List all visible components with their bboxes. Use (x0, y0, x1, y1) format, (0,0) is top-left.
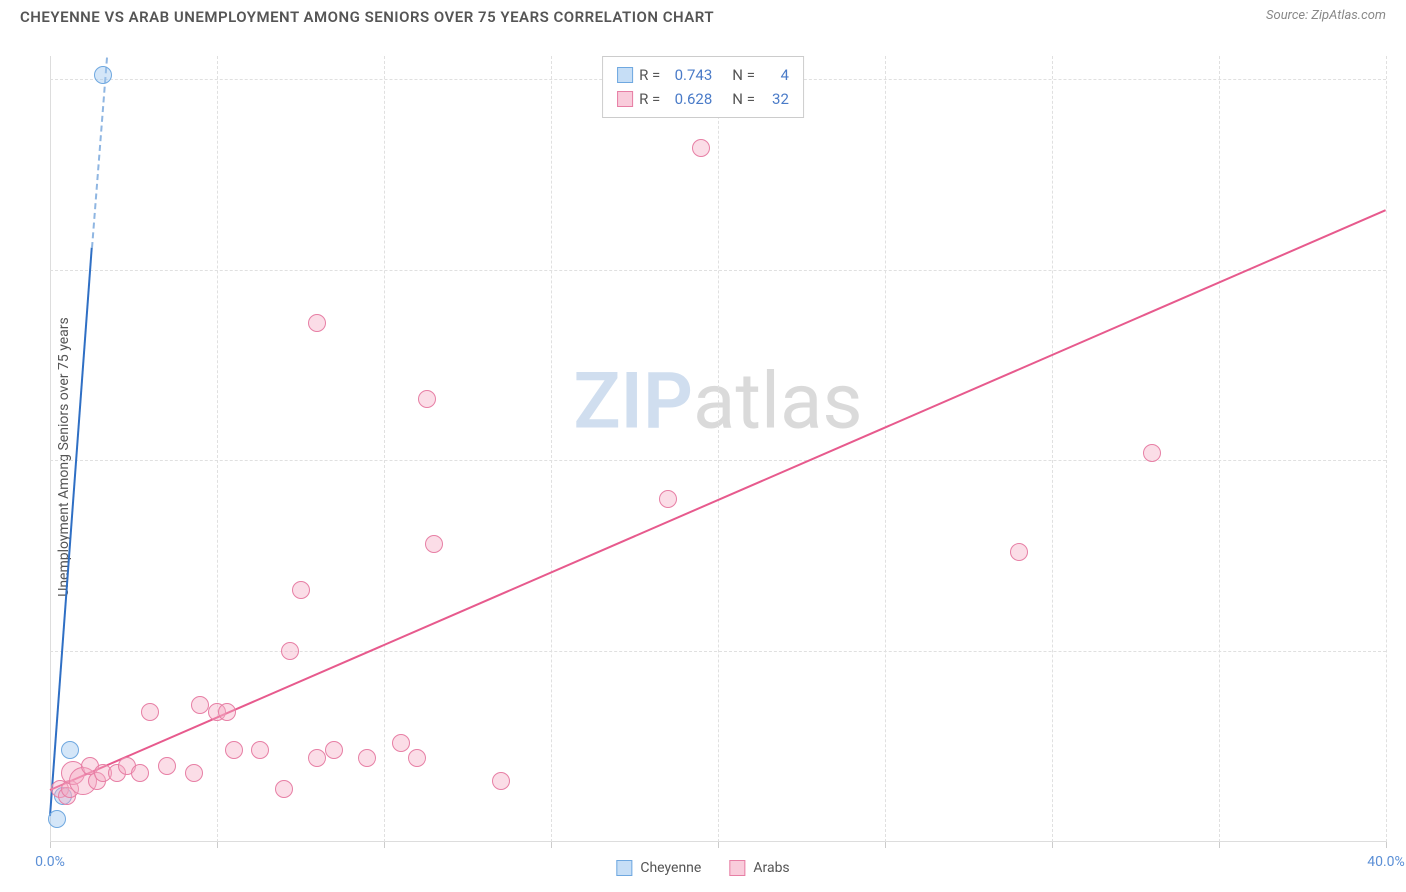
legend-swatch (617, 67, 633, 83)
x-tick-mark (1219, 842, 1220, 848)
gridline-v (1386, 56, 1387, 842)
scatter-point-arabs (425, 535, 443, 553)
scatter-point-cheyenne (61, 741, 79, 759)
chart-title: CHEYENNE VS ARAB UNEMPLOYMENT AMONG SENI… (20, 8, 714, 26)
watermark-zip: ZIP (573, 356, 693, 447)
stat-n-value: 4 (761, 63, 789, 87)
gridline-v (384, 56, 385, 842)
scatter-point-arabs (131, 764, 149, 782)
x-tick-mark (1386, 842, 1387, 848)
chart-header: CHEYENNE VS ARAB UNEMPLOYMENT AMONG SENI… (0, 0, 1406, 26)
legend-swatch (729, 860, 745, 876)
scatter-point-arabs (692, 139, 710, 157)
x-tick-mark (50, 842, 51, 848)
scatter-point-arabs (1143, 444, 1161, 462)
trend-line (49, 248, 93, 817)
scatter-point-arabs (158, 757, 176, 775)
scatter-point-arabs (292, 581, 310, 599)
scatter-point-arabs (659, 490, 677, 508)
y-axis-line (50, 56, 51, 842)
scatter-point-arabs (308, 314, 326, 332)
x-tick-mark (885, 842, 886, 848)
stat-r-value: 0.743 (666, 63, 712, 87)
stats-legend: R = 0.743 N = 4 R = 0.628 N = 32 (602, 56, 804, 118)
gridline-v (1219, 56, 1220, 842)
gridline-v (551, 56, 552, 842)
scatter-point-arabs (251, 741, 269, 759)
x-tick-mark (718, 842, 719, 848)
stat-n-value: 32 (761, 87, 789, 111)
scatter-point-arabs (325, 741, 343, 759)
gridline-v (217, 56, 218, 842)
x-tick-mark (1052, 842, 1053, 848)
x-tick-mark (551, 842, 552, 848)
series-legend-item: Cheyenne (616, 860, 701, 876)
chart-source: Source: ZipAtlas.com (1266, 8, 1386, 23)
scatter-point-arabs (308, 749, 326, 767)
scatter-point-arabs (358, 749, 376, 767)
x-tick-mark (217, 842, 218, 848)
legend-swatch (616, 860, 632, 876)
chart-area: Unemployment Among Seniors over 75 years… (50, 56, 1386, 842)
stat-n-label: N = (732, 87, 755, 111)
x-tick-label: 0.0% (35, 854, 65, 870)
scatter-point-arabs (492, 772, 510, 790)
scatter-point-arabs (191, 696, 209, 714)
scatter-point-arabs (392, 734, 410, 752)
scatter-point-arabs (1010, 543, 1028, 561)
stat-r-label: R = (639, 87, 660, 111)
scatter-point-arabs (408, 749, 426, 767)
scatter-point-arabs (225, 741, 243, 759)
stat-r-value: 0.628 (666, 87, 712, 111)
scatter-point-arabs (218, 703, 236, 721)
stats-legend-row: R = 0.628 N = 32 (617, 87, 789, 111)
stat-r-label: R = (639, 63, 660, 87)
scatter-point-arabs (281, 642, 299, 660)
gridline-v (718, 56, 719, 842)
x-tick-label: 40.0% (1367, 854, 1405, 870)
trend-line-extrapolated (91, 57, 108, 248)
scatter-point-cheyenne (94, 66, 112, 84)
legend-swatch (617, 91, 633, 107)
stat-n-label: N = (732, 63, 755, 87)
x-tick-mark (384, 842, 385, 848)
scatter-point-cheyenne (48, 810, 66, 828)
scatter-point-arabs (275, 780, 293, 798)
scatter-point-arabs (185, 764, 203, 782)
gridline-v (1052, 56, 1053, 842)
gridline-v (885, 56, 886, 842)
plot-region: ZIPatlas 25.0%50.0%75.0%100.0%0.0%40.0% (50, 56, 1386, 842)
stats-legend-row: R = 0.743 N = 4 (617, 63, 789, 87)
series-legend: Cheyenne Arabs (616, 860, 789, 876)
scatter-point-arabs (418, 390, 436, 408)
series-legend-label: Arabs (753, 860, 789, 876)
scatter-point-arabs (141, 703, 159, 721)
series-legend-label: Cheyenne (640, 860, 701, 876)
series-legend-item: Arabs (729, 860, 789, 876)
